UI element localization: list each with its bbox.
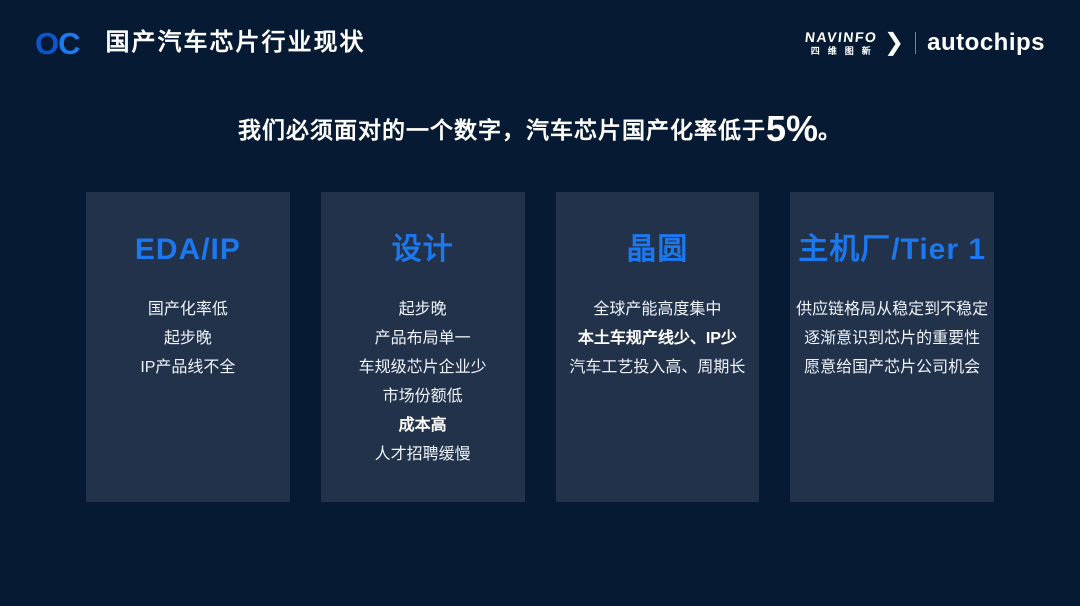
card-line: 起步晚 [398, 301, 447, 318]
autochips-logo: autochips [927, 29, 1045, 56]
headline-prefix: 我们必须面对的一个数字，汽车芯片国产化率低于 [237, 117, 766, 143]
category-card: 设计 起步晚产品布局单一 车规级芯片企业少 市场份额低成本高人才招聘缓慢 [320, 192, 525, 502]
card-line: 产品布局单一 [374, 330, 471, 347]
brand-divider [915, 32, 917, 54]
card-lines: 供应链格局从稳定到不稳定 逐渐意识到芯片的重要性 愿意给国产芯片公司机会 [794, 295, 990, 382]
card-lines: 国产化率低起步晚 IP产品线不全 [90, 295, 286, 382]
card-line: 人才招聘缓慢 [374, 446, 471, 463]
page-title: 国产汽车芯片行业现状 [105, 29, 366, 56]
card-title: 晶圆 [626, 233, 689, 266]
card-line: 市场份额低 [382, 388, 463, 405]
card-line: 车规级芯片企业少 [358, 359, 487, 376]
card-line: 全球产能高度集中 [593, 301, 722, 318]
category-card: 晶圆 全球产能高度集中 本土车规产线少、IP少 汽车工艺投入高、周期长 [555, 192, 760, 502]
navinfo-wordmark: NAVINFO [803, 29, 878, 45]
card-line: 本土车规产线少、IP少 [577, 330, 737, 347]
navinfo-chinese-label: 四维图新 [810, 46, 879, 56]
headline-suffix: 。 [818, 117, 843, 143]
logo-letter-c: C [58, 25, 80, 61]
card-title: 主机厂/Tier 1 [798, 233, 987, 266]
card-lines: 全球产能高度集中 本土车规产线少、IP少 汽车工艺投入高、周期长 [560, 295, 756, 382]
card-title: 设计 [391, 233, 454, 266]
card-line: 愿意给国产芯片公司机会 [804, 359, 981, 376]
slide-header: O C 国产汽车芯片行业现状 NAVINFO 四维图新 ❯ autochips [35, 26, 1045, 60]
card-lines: 起步晚产品布局单一 车规级芯片企业少 市场份额低成本高人才招聘缓慢 [325, 295, 521, 469]
headline-highlight: 5% [765, 108, 819, 149]
category-card: EDA/IP 国产化率低起步晚 IP产品线不全 [86, 192, 290, 502]
brand-block: NAVINFO 四维图新 ❯ autochips [803, 29, 1045, 57]
card-line: 起步晚 [163, 330, 212, 347]
chevron-right-icon: ❯ [884, 29, 905, 56]
card-line: 逐渐意识到芯片的重要性 [804, 330, 981, 347]
oc-logo: O C [35, 25, 81, 61]
card-line: 汽车工艺投入高、周期长 [569, 359, 746, 376]
card-line: 成本高 [398, 417, 447, 434]
navinfo-logo: NAVINFO 四维图新 [803, 29, 879, 56]
cards-row: EDA/IP 国产化率低 起步晚 IP产品线不全 设计 起步晚 产品布局单一 车规级芯片… [86, 192, 994, 502]
card-line: 国产化率低 [147, 301, 228, 318]
card-line: IP产品线不全 [140, 359, 236, 376]
card-title: EDA/IP [134, 233, 241, 266]
logo-letter-o: O [35, 25, 59, 61]
card-line: 供应链格局从稳定到不稳定 [796, 301, 989, 318]
category-card: 主机厂/Tier 1 供应链格局从稳定到不稳定 逐渐意识到芯片的重要性 愿意给国产芯… [790, 192, 994, 502]
headline: 我们必须面对的一个数字，汽车芯片国产化率低于5%。 [0, 106, 1080, 153]
